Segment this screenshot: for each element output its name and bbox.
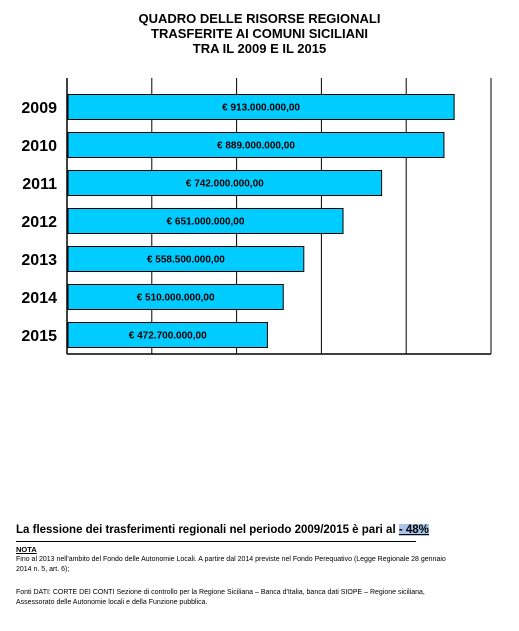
- bar-2011: [67, 170, 383, 196]
- grid-lines: [66, 78, 492, 355]
- summary-highlight: - 48%: [398, 524, 429, 536]
- value-label-2014: € 510.000.000,00: [137, 293, 215, 304]
- value-label-2009: € 913.000.000,00: [222, 103, 300, 114]
- category-label-2009: 2009: [21, 100, 57, 117]
- category-label-2010: 2010: [21, 138, 57, 155]
- divider: [16, 541, 416, 542]
- category-label-2014: 2014: [21, 290, 57, 307]
- title-line-2: TRASFERITE AI COMUNI SICILIANI: [151, 26, 368, 41]
- value-label-2013: € 558.500.000,00: [147, 255, 225, 266]
- value-label-2011: € 742.000.000,00: [186, 179, 264, 190]
- title-line-3: TRA IL 2009 E IL 2015: [192, 41, 327, 56]
- category-label-2012: 2012: [21, 214, 57, 231]
- bar-chart: € 913.000.000,00 2009 € 889.000.000,00 2010…: [21, 78, 492, 355]
- category-label-2011: 2011: [22, 176, 57, 193]
- title-line-1: QUADRO DELLE RISORSE REGIONALI: [138, 11, 381, 26]
- nota-text: Fino al 2013 nell'ambito del Fondo delle…: [16, 556, 446, 573]
- chart-title: QUADRO DELLE RISORSE REGIONALI TRASFERIT…: [0, 11, 519, 56]
- bar-2013: [67, 246, 305, 272]
- bar-2012: [67, 208, 344, 234]
- category-label-2013: 2013: [21, 252, 57, 269]
- nota-heading: NOTA: [16, 545, 37, 554]
- bar-2010: [67, 132, 445, 158]
- summary-text: La flessione dei trasferimenti regionali…: [16, 524, 399, 536]
- bar-2015: [67, 322, 268, 348]
- bars: € 913.000.000,00 2009 € 889.000.000,00 2010…: [21, 94, 455, 348]
- value-label-2010: € 889.000.000,00: [217, 141, 295, 152]
- bar-2014: [67, 284, 284, 310]
- summary-statement: La flessione dei trasferimenti regionali…: [16, 524, 429, 536]
- sources-text: Fonti DATI: CORTE DEI CONTI Sezione di c…: [16, 589, 425, 606]
- value-label-2015: € 472.700.000,00: [129, 331, 207, 342]
- category-label-2015: 2015: [21, 328, 57, 345]
- bar-2009: [67, 94, 455, 120]
- value-label-2012: € 651.000.000,00: [167, 217, 245, 228]
